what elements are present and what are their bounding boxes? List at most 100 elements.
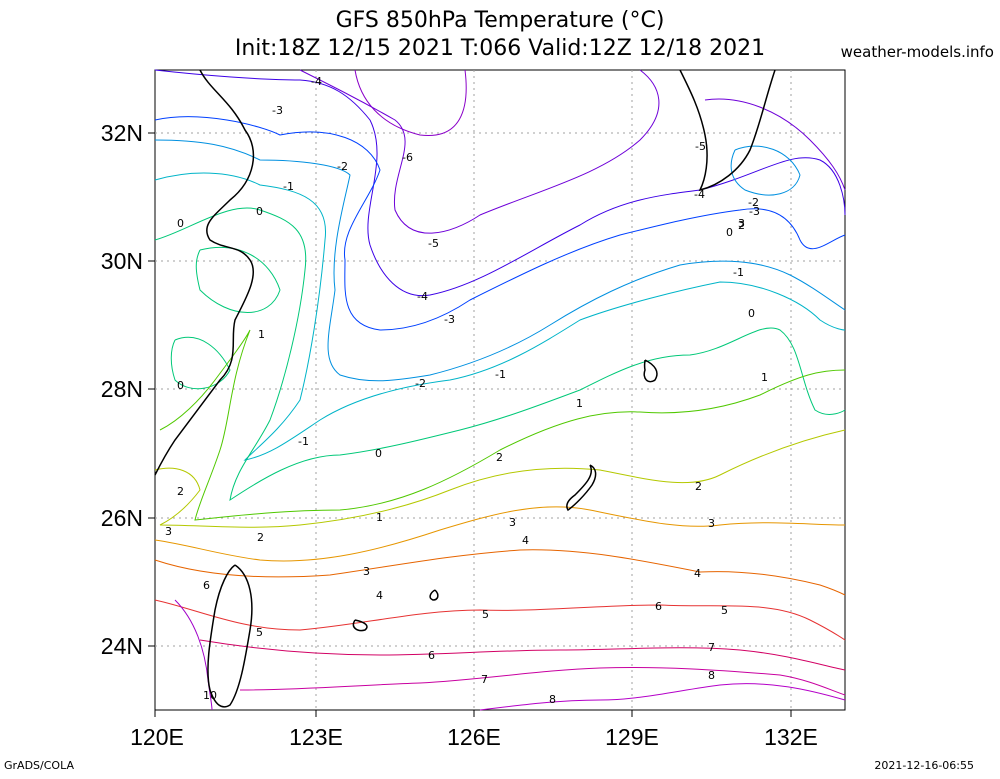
contour-label: 4	[376, 589, 383, 602]
contour-label: 4	[694, 567, 701, 580]
contour-2	[154, 429, 846, 528]
china-coast	[154, 69, 255, 476]
contour-label: 0	[256, 205, 263, 218]
contour-label: 0	[748, 307, 755, 320]
contour-6	[199, 639, 846, 671]
contour-label: 10	[203, 689, 217, 702]
contour-4	[154, 549, 846, 596]
kyushu-coast	[679, 69, 776, 192]
contour-label: 8	[549, 693, 556, 706]
contour-label: 0	[177, 217, 184, 230]
contour-zero-west	[195, 246, 281, 313]
contour-label: 3	[738, 217, 745, 230]
contour-3	[154, 506, 846, 562]
contour-label: 2	[177, 485, 184, 498]
contour-label: 4	[522, 534, 529, 547]
axis-ticks	[148, 132, 792, 717]
coastlines	[154, 69, 776, 708]
lat-label-26n: 26N	[101, 505, 143, 531]
okinawa-island	[566, 464, 597, 512]
contour-label: -4	[417, 290, 428, 303]
contour-label: 3	[165, 525, 172, 538]
contour-label: -4	[694, 188, 705, 201]
contour-zero-coast	[170, 336, 231, 390]
temperature-contours	[154, 69, 846, 711]
contour-label: -1	[733, 266, 744, 279]
contour-label: -2	[748, 196, 759, 209]
lon-axis-labels: 120E 123E 126E 129E 132E	[130, 724, 818, 750]
contour-minus2-japan	[730, 145, 801, 196]
miyako-island	[429, 589, 439, 601]
contour-8	[479, 683, 846, 711]
contour-label: -2	[337, 160, 348, 173]
contour-label: -1	[495, 368, 506, 381]
contour-label: 7	[481, 673, 488, 686]
contour-label: 1	[576, 397, 583, 410]
contour-label: 6	[655, 600, 662, 613]
contour-label: -3	[272, 104, 283, 117]
contour-minus5-north	[299, 69, 660, 234]
contour-label: -5	[428, 237, 439, 250]
lat-label-30n: 30N	[101, 248, 143, 274]
lon-label-126e: 126E	[447, 724, 501, 750]
ishigaki-island	[352, 619, 368, 632]
footer-credit: GrADS/COLA	[4, 759, 74, 772]
contour-label: 0	[177, 379, 184, 392]
grid-lines	[155, 70, 845, 710]
contour-label: 0	[726, 226, 733, 239]
contour-minus3	[154, 116, 846, 331]
contour-label: -1	[283, 180, 294, 193]
contour-label: -6	[402, 151, 413, 164]
contour-label: -2	[415, 377, 426, 390]
contour-label: 2	[257, 531, 264, 544]
contour-minus1	[154, 172, 846, 461]
lat-label-24n: 24N	[101, 633, 143, 659]
contour-label: -3	[444, 313, 455, 326]
title-line-1: GFS 850hPa Temperature (°C)	[335, 8, 665, 33]
contour-label: 2	[496, 451, 503, 464]
site-watermark: weather-models.info	[840, 43, 994, 61]
contour-7	[239, 666, 846, 696]
contour-minus5-east	[704, 98, 846, 191]
contour-label: 1	[761, 371, 768, 384]
contour-zero-north	[154, 207, 846, 502]
contour-label: 3	[708, 517, 715, 530]
contour-label: 3	[363, 565, 370, 578]
contour-label: 2	[695, 480, 702, 493]
contour-label: 3	[509, 516, 516, 529]
lat-label-28n: 28N	[101, 376, 143, 402]
plot-frame	[154, 69, 846, 711]
contour-label: 5	[256, 626, 263, 639]
contour-label: 1	[376, 511, 383, 524]
contour-label: 2	[738, 219, 745, 232]
footer-timestamp: 2021-12-16-06:55	[874, 759, 974, 772]
contour-label: -1	[298, 435, 309, 448]
contour-label: -3	[749, 205, 760, 218]
contour-minus2	[154, 139, 846, 382]
contour-5	[154, 599, 846, 641]
contour-label: 0	[375, 447, 382, 460]
lon-label-120e: 120E	[130, 724, 184, 750]
contour-label: 5	[482, 608, 489, 621]
plot-area	[154, 69, 846, 711]
contour-label: -5	[695, 140, 706, 153]
contour-1	[159, 329, 846, 521]
amami-island	[643, 359, 658, 383]
title-line-2: Init:18Z 12/15 2021 T:066 Valid:12Z 12/1…	[234, 36, 766, 61]
contour-label: -4	[311, 75, 322, 88]
taiwan-coast	[207, 564, 253, 708]
contour-label: 6	[203, 579, 210, 592]
contour-label: 7	[708, 641, 715, 654]
contour-labels: -4 -3 -2 -1 0 -6 -5 -4 -3 -2 -1 0 1 2 3 …	[165, 75, 768, 706]
lat-axis-labels: 32N 30N 28N 26N 24N	[101, 120, 143, 659]
contour-label: 8	[708, 669, 715, 682]
contour-minus4	[154, 69, 846, 297]
lon-label-129e: 129E	[605, 724, 659, 750]
lon-label-132e: 132E	[764, 724, 818, 750]
contour-label: 1	[258, 328, 265, 341]
contour-label: 5	[721, 604, 728, 617]
contour-minus6	[354, 69, 467, 137]
lat-label-32n: 32N	[101, 120, 143, 146]
contour-label: 6	[428, 649, 435, 662]
